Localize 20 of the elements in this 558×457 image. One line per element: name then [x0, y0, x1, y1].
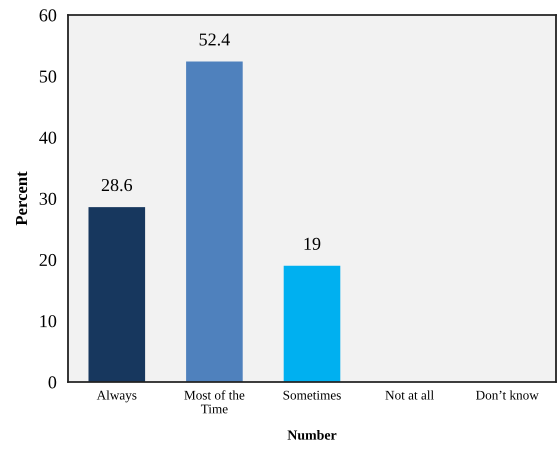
x-tick-label: Sometimes: [284, 390, 341, 400]
y-tick-label: 30: [40, 192, 56, 205]
bar: [88, 207, 146, 382]
y-tick-label: 40: [39, 132, 56, 144]
bar: [284, 266, 340, 382]
y-tick-label: 10: [40, 315, 56, 328]
x-tick-label: Most of the Time: [184, 390, 244, 414]
x-tick-label: Not at all: [385, 390, 434, 400]
y-tick-label: 50: [40, 70, 56, 83]
y-tick-label: 20: [40, 254, 56, 266]
y-axis-title: Percent: [16, 171, 28, 226]
data-label: 19: [304, 238, 320, 250]
x-tick-label: Don’t know: [476, 390, 539, 400]
x-tick-label: Always: [96, 390, 136, 402]
x-axis-title: Number: [288, 430, 336, 440]
data-label: 28.6: [102, 178, 132, 192]
y-tick-label: 60: [40, 9, 56, 22]
y-tick-label: 0: [48, 376, 56, 388]
bar: [186, 61, 243, 382]
data-label: 52.4: [200, 33, 230, 46]
